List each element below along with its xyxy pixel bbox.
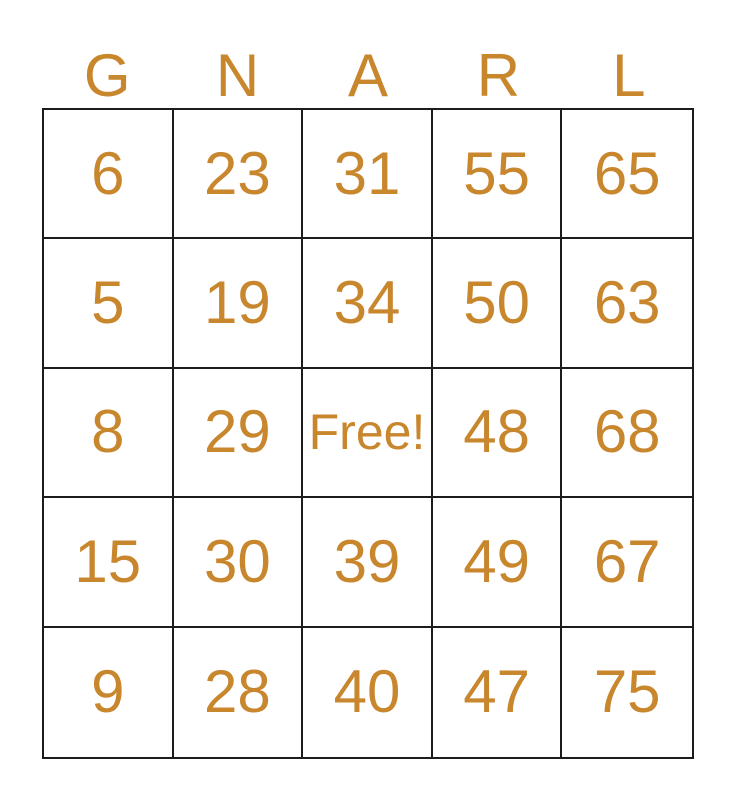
bingo-cell-r2c2[interactable]: 19: [173, 239, 304, 369]
bingo-cell-r2c3[interactable]: 34: [303, 239, 433, 369]
bingo-cell-r4c5[interactable]: 67: [562, 498, 692, 628]
bingo-cell-r1c1[interactable]: 6: [44, 110, 174, 240]
bingo-cell-r4c1[interactable]: 15: [44, 498, 174, 628]
bingo-cell-r2c4[interactable]: 50: [432, 239, 563, 369]
bingo-cell-free[interactable]: Free!: [303, 368, 433, 499]
header-letter-n: N: [215, 42, 260, 109]
bingo-cell-r1c2[interactable]: 23: [173, 110, 304, 240]
bingo-cell-r4c3[interactable]: 39: [303, 498, 433, 628]
bingo-cell-r1c4[interactable]: 55: [432, 110, 563, 240]
bingo-cell-r3c2[interactable]: 29: [173, 368, 304, 499]
header-letter-g: G: [83, 42, 131, 109]
bingo-cell-r3c1[interactable]: 8: [44, 368, 174, 499]
header-letter-r: R: [476, 42, 521, 109]
bingo-cell-r5c2[interactable]: 28: [173, 627, 304, 757]
bingo-cell-r3c4[interactable]: 48: [432, 368, 563, 499]
bingo-cell-r2c5[interactable]: 63: [562, 239, 692, 369]
bingo-cell-r3c5[interactable]: 68: [562, 368, 692, 499]
bingo-grid: 6 23 31 55 65 5 19 34 50 63 8 29 Free! 4…: [42, 108, 694, 759]
bingo-cell-r5c5[interactable]: 75: [562, 627, 692, 757]
header-letter-a: A: [347, 42, 388, 109]
header-letter-l: L: [612, 42, 646, 109]
bingo-cell-r5c3[interactable]: 40: [303, 627, 433, 757]
bingo-cell-r1c5[interactable]: 65: [562, 110, 692, 240]
bingo-cell-r5c4[interactable]: 47: [432, 627, 563, 757]
bingo-card: G N A R L 6 23 31 55 65 5 19 34 50 63 8 …: [42, 0, 694, 759]
bingo-cell-r4c2[interactable]: 30: [173, 498, 304, 628]
bingo-header: G N A R L: [42, 0, 694, 106]
bingo-cell-r4c4[interactable]: 49: [432, 498, 563, 628]
bingo-cell-r1c3[interactable]: 31: [303, 110, 433, 240]
bingo-cell-r5c1[interactable]: 9: [44, 627, 174, 757]
bingo-cell-r2c1[interactable]: 5: [44, 239, 174, 369]
